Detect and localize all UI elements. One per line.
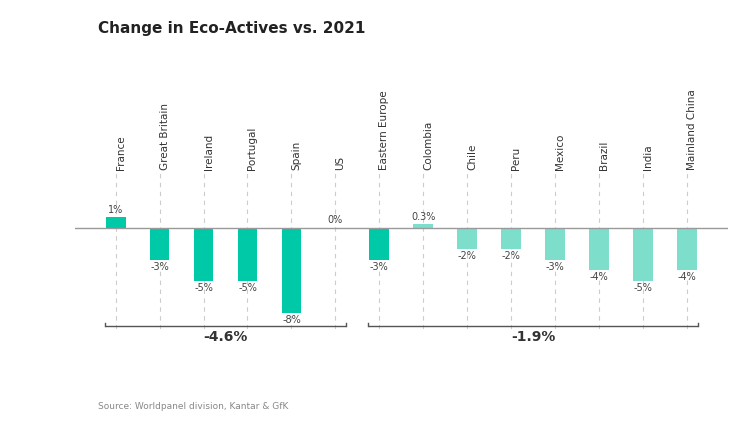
Bar (545, 227, 565, 260)
Text: Mexico: Mexico (555, 133, 565, 170)
Bar (633, 227, 652, 281)
Bar (370, 227, 389, 260)
Text: Mainland China: Mainland China (687, 89, 697, 170)
Bar (458, 227, 477, 249)
Text: Chile: Chile (467, 143, 477, 170)
Text: -3%: -3% (546, 262, 565, 272)
Text: US: US (335, 156, 345, 170)
Text: -1.9%: -1.9% (511, 330, 555, 344)
Text: Colombia: Colombia (423, 121, 433, 170)
Text: Spain: Spain (292, 141, 302, 170)
Text: -5%: -5% (238, 283, 257, 293)
Text: -5%: -5% (194, 283, 213, 293)
Bar (281, 227, 302, 313)
Text: Change in Eco-Actives vs. 2021: Change in Eco-Actives vs. 2021 (98, 21, 364, 36)
Text: -3%: -3% (150, 262, 169, 272)
Text: -5%: -5% (634, 283, 652, 293)
Text: 0%: 0% (328, 216, 343, 225)
Bar (589, 227, 609, 271)
Bar (413, 225, 433, 227)
Text: -2%: -2% (502, 251, 520, 261)
Text: Portugal: Portugal (248, 127, 257, 170)
Text: Eastern Europe: Eastern Europe (380, 90, 389, 170)
Bar (150, 227, 170, 260)
Text: Peru: Peru (511, 146, 521, 170)
Text: 1%: 1% (108, 205, 123, 215)
Text: Brazil: Brazil (599, 141, 609, 170)
Bar (238, 227, 257, 281)
Text: Source: Worldpanel division, Kantar & GfK: Source: Worldpanel division, Kantar & Gf… (98, 403, 288, 411)
Bar (194, 227, 214, 281)
Text: India: India (643, 144, 653, 170)
Text: -2%: -2% (458, 251, 476, 261)
Text: 0.3%: 0.3% (411, 212, 436, 222)
Text: -4.6%: -4.6% (203, 330, 248, 344)
Text: -4%: -4% (677, 273, 696, 282)
Text: -4%: -4% (590, 273, 608, 282)
Bar (501, 227, 521, 249)
Text: -8%: -8% (282, 315, 301, 325)
Text: -3%: -3% (370, 262, 388, 272)
Text: Great Britain: Great Britain (160, 103, 170, 170)
Text: Ireland: Ireland (203, 134, 214, 170)
Text: France: France (116, 135, 126, 170)
Bar (677, 227, 697, 271)
Bar (106, 217, 125, 227)
